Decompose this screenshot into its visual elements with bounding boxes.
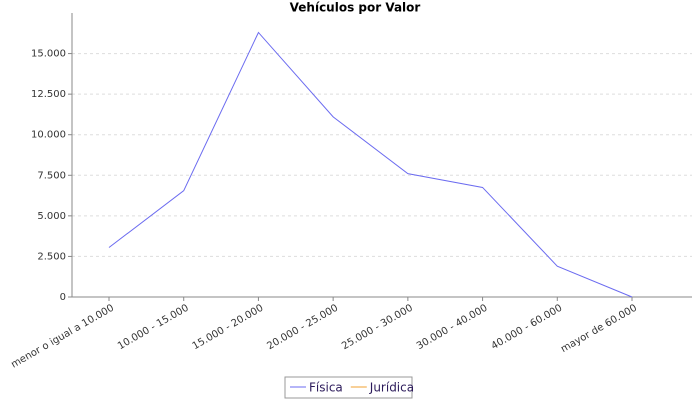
x-tick-label: menor o igual a 10.000 — [9, 303, 116, 371]
x-tick-label: 20.000 - 25.000 — [265, 303, 340, 353]
x-tick-label: mayor de 60.000 — [559, 303, 639, 355]
x-tick-label: 15.000 - 20.000 — [191, 303, 266, 353]
legend-box — [284, 376, 413, 399]
y-tick-label: 12.500 — [31, 89, 66, 100]
y-tick-label: 7.500 — [37, 170, 66, 181]
y-tick-label: 10.000 — [31, 130, 66, 141]
legend-label: Jurídica — [369, 381, 414, 395]
chart-title: Vehículos por Valor — [290, 1, 421, 15]
y-tick-label: 0 — [60, 292, 66, 303]
x-tick-label: 25.000 - 30.000 — [340, 303, 415, 353]
x-tick-label: 40.000 - 60.000 — [490, 303, 565, 353]
y-tick-label: 15.000 — [31, 49, 66, 60]
legend-label: Física — [309, 381, 343, 395]
series-line — [108, 31, 633, 298]
x-tick-label: 10.000 - 15.000 — [116, 303, 191, 353]
y-tick-label: 2.500 — [37, 251, 66, 262]
x-tick-label: 30.000 - 40.000 — [415, 303, 490, 353]
y-tick-label: 5.000 — [37, 211, 66, 222]
